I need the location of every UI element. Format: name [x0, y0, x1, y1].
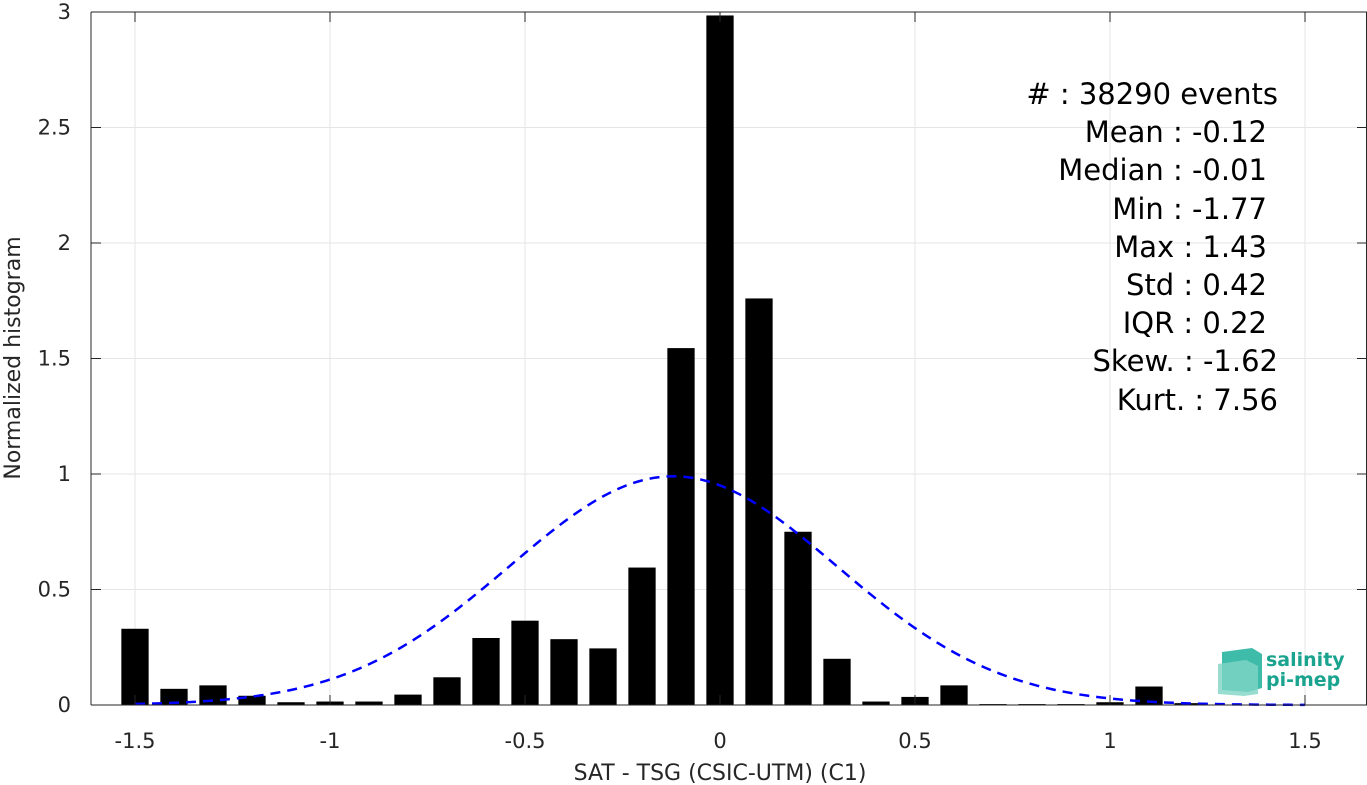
- x-tick-label-5: 1: [1103, 729, 1116, 753]
- histogram-bar-7: [394, 694, 422, 705]
- gaussian-fit-curve: [134, 475, 1306, 707]
- histogram-bar-1: [160, 688, 188, 705]
- logo-line2: pi-mep: [1266, 669, 1340, 691]
- y-tick-label-5: 2.5: [38, 116, 71, 140]
- stats-max: Max : 1.43: [1114, 230, 1267, 264]
- y-tick-label-0: 0: [58, 693, 71, 717]
- x-tick-label-6: 1.5: [1288, 729, 1321, 753]
- histogram-bar-16: [745, 298, 773, 705]
- x-tick-label-4: 0.5: [898, 729, 931, 753]
- histogram-bar-18: [823, 658, 851, 705]
- stats-iqr: IQR : 0.22: [1123, 306, 1267, 340]
- y-tick-label-2: 1: [58, 462, 71, 486]
- y-axis-title: Normalized histogram: [1, 236, 26, 479]
- histogram-bars: [121, 15, 1202, 705]
- stats-std: Std : 0.42: [1126, 268, 1267, 302]
- histogram-bar-8: [433, 677, 461, 705]
- histogram-bar-11: [550, 639, 578, 705]
- histogram-bar-13: [628, 567, 656, 705]
- histogram-bar-10: [511, 620, 539, 705]
- x-tick-labels: -1.5 -1 -0.5 0 0.5 1 1.5: [115, 729, 1322, 753]
- stats-min: Min : -1.77: [1112, 192, 1267, 226]
- histogram-bar-19: [862, 701, 890, 705]
- histogram-bar-0: [121, 628, 149, 705]
- histogram-bar-15: [706, 15, 734, 705]
- histogram-bar-4: [277, 702, 305, 705]
- x-tick-label-3: 0: [713, 729, 726, 753]
- stats-median: Median : -0.01: [1058, 153, 1267, 187]
- histogram-bar-21: [940, 685, 968, 705]
- y-tick-label-1: 0.5: [38, 578, 71, 602]
- histogram-bar-17: [784, 531, 812, 705]
- salinity-pi-mep-logo: salinity pi-mep: [1218, 648, 1345, 696]
- histogram-bar-12: [589, 648, 617, 705]
- y-tick-labels: 0 0.5 1 1.5 2 2.5 3: [38, 0, 71, 717]
- stats-mean: Mean : -0.12: [1085, 115, 1267, 149]
- stats-kurt: Kurt. : 7.56: [1117, 383, 1278, 417]
- histogram-bar-14: [667, 348, 695, 705]
- logo-line1: salinity: [1266, 649, 1345, 671]
- y-tick-label-4: 2: [58, 231, 71, 255]
- x-axis-title: SAT - TSG (CSIC-UTM) (C1): [574, 761, 867, 785]
- y-tick-label-3: 1.5: [38, 347, 71, 371]
- stats-skew: Skew. : -1.62: [1092, 344, 1278, 378]
- x-tick-label-2: -0.5: [505, 729, 546, 753]
- x-tick-label-0: -1.5: [115, 729, 156, 753]
- histogram-bar-9: [472, 638, 500, 705]
- y-tick-label-6: 3: [58, 0, 71, 24]
- stats-events: # : 38290 events: [1026, 77, 1278, 111]
- statistics-box: # : 38290 events Mean : -0.12 Median : -…: [1026, 77, 1278, 417]
- x-tick-label-1: -1: [320, 729, 341, 753]
- histogram-bar-26: [1135, 686, 1163, 705]
- logo-waves-back-icon: [1218, 660, 1258, 696]
- histogram-bar-3: [238, 695, 266, 705]
- histogram-bar-6: [355, 701, 383, 705]
